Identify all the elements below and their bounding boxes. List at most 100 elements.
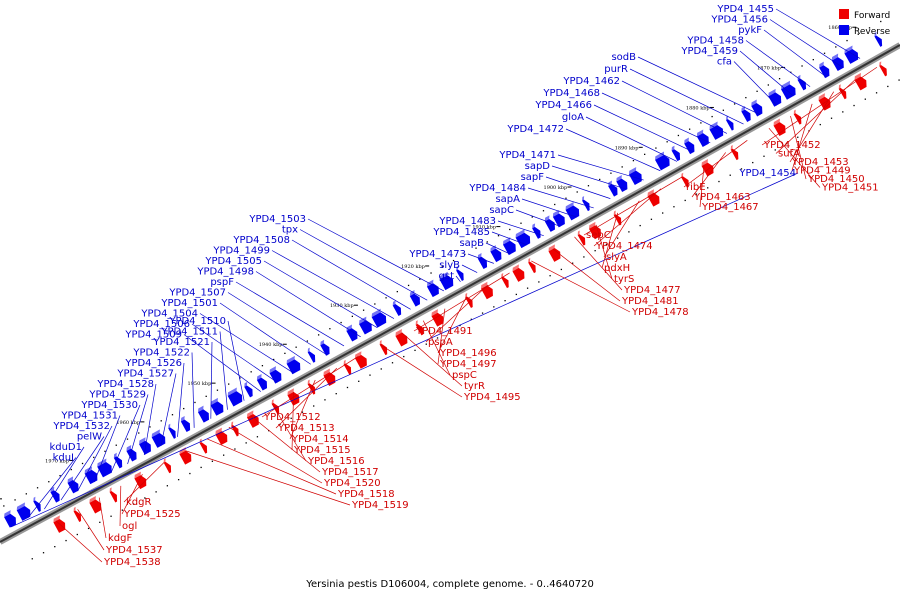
scale-dot: [81, 462, 84, 465]
scale-dot: [126, 438, 129, 440]
scale-dot: [160, 420, 162, 422]
reverse-gene: [126, 445, 137, 462]
scale-dot: [628, 231, 630, 233]
reverse-gene-top: [565, 201, 574, 210]
legend: Forward Reverse: [839, 9, 891, 37]
reverse-gene: [696, 129, 709, 147]
forward-leader: [207, 438, 337, 495]
reverse-label: YPD4_1484: [468, 183, 526, 194]
scale-dot: [823, 52, 826, 54]
forward-gene-top: [415, 320, 418, 325]
reverse-gene-body: [126, 448, 137, 462]
forward-gene-body: [838, 87, 847, 100]
forward-gene-body: [109, 491, 118, 503]
reverse-gene-top: [426, 279, 434, 287]
scale-dot: [346, 386, 349, 389]
reverse-gene-top: [671, 145, 675, 151]
forward-gene: [773, 118, 786, 137]
forward-gene-body: [215, 431, 228, 446]
scale-dot: [677, 134, 680, 137]
reverse-label: YPD4_1501: [160, 298, 218, 309]
forward-gene-body: [528, 261, 536, 274]
forward-gene-body: [199, 442, 208, 454]
reverse-leader: [127, 394, 149, 465]
forward-gene-top: [53, 515, 60, 523]
scale-dot: [171, 414, 174, 416]
scale-dot: [425, 343, 427, 345]
reverse-gene-body: [751, 103, 763, 117]
scale-dot: [729, 174, 731, 176]
forward-leader: [437, 308, 446, 365]
forward-gene: [109, 487, 118, 503]
reverse-gene-top: [4, 510, 11, 518]
scale-dot: [324, 399, 326, 401]
scale-dot: [801, 65, 803, 67]
scale-dot: [205, 395, 207, 397]
reverse-gene-top: [655, 151, 665, 160]
scale-dot: [374, 303, 376, 305]
scale-dot: [76, 533, 78, 536]
reverse-leader: [199, 313, 295, 374]
forward-leader: [768, 127, 821, 188]
scale-dot: [644, 153, 646, 156]
scale-dot: [587, 185, 590, 187]
reverse-label: YPD4_1471: [498, 150, 556, 161]
scale-dot: [200, 466, 202, 469]
reverse-gene: [371, 308, 387, 328]
reverse-label: YPD4_1468: [542, 88, 600, 99]
forward-leader: [761, 66, 878, 146]
reverse-gene: [709, 121, 724, 140]
forward-label: ribE: [686, 182, 706, 193]
reverse-leader: [10, 172, 799, 528]
reverse-gene-body: [671, 149, 681, 162]
reverse-gene-body: [168, 427, 176, 439]
forward-leader: [531, 260, 631, 313]
forward-gene: [838, 84, 847, 100]
forward-leader: [574, 236, 623, 291]
reverse-gene: [515, 229, 531, 249]
forward-gene-body: [793, 113, 802, 125]
scale-dot: [875, 92, 878, 94]
scale-dot: [245, 442, 247, 444]
reverse-label: YPD4_1506: [132, 319, 190, 330]
scale-dot: [301, 411, 304, 413]
forward-gene: [501, 273, 509, 289]
forward-label: tyrR: [464, 381, 485, 392]
reverse-leader: [621, 80, 728, 134]
reverse-gene-body: [544, 218, 555, 232]
reverse-leader: [235, 281, 345, 347]
scale-dot: [256, 436, 259, 438]
reverse-gene-body: [456, 269, 464, 282]
scale-dot: [565, 197, 567, 199]
forward-label: YPD4_1517: [321, 467, 379, 478]
forward-leader: [683, 140, 748, 188]
reverse-leader: [775, 8, 861, 59]
reverse-leader: [521, 198, 578, 218]
reverse-gene-top: [269, 366, 276, 374]
reverse-gene-body: [244, 385, 253, 398]
scale-dot: [385, 297, 387, 299]
forward-gene-body: [589, 225, 601, 240]
forward-gene: [548, 244, 561, 262]
scale-dot: [306, 340, 309, 342]
reverse-gene-body: [180, 419, 191, 432]
reverse-gene: [844, 45, 859, 64]
reverse-leader: [629, 68, 744, 125]
forward-gene: [512, 264, 525, 282]
reverse-gene-body: [768, 92, 782, 107]
reverse-label: sodB: [611, 52, 636, 63]
map-caption: Yersinia pestis D106004, complete genome…: [305, 579, 594, 590]
reverse-label: YPD4_1510: [168, 316, 226, 327]
reverse-gene-body: [709, 125, 724, 140]
reverse-label: YPD4_1531: [60, 411, 118, 422]
forward-gene-top: [271, 399, 274, 404]
forward-gene-top: [681, 172, 684, 178]
forward-gene-body: [354, 354, 367, 369]
reverse-gene: [210, 397, 224, 416]
forward-gene: [246, 410, 259, 428]
reverse-gene: [439, 271, 454, 291]
reverse-label: gloA: [562, 112, 584, 123]
reverse-label: YPD4_1511: [160, 327, 218, 338]
scale-dot: [115, 444, 117, 446]
forward-gene-top: [818, 93, 825, 101]
